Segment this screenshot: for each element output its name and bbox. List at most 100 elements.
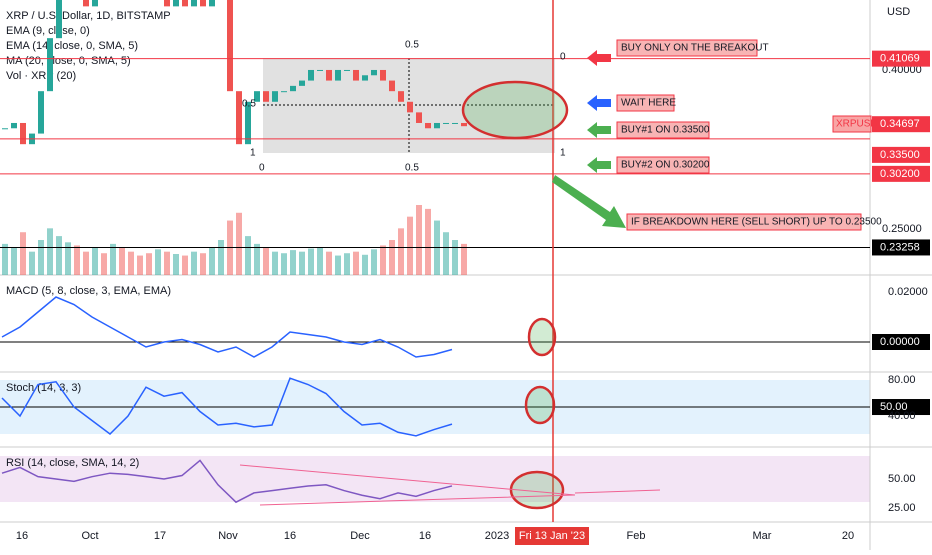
volume-bar <box>137 255 143 275</box>
candle-body <box>245 101 251 145</box>
candle-body <box>164 0 170 7</box>
candle-body <box>308 69 314 81</box>
fib-label: 0.5 <box>242 99 256 110</box>
symbol: XRP / U.S. Dollar, 1D, BITSTAMP <box>6 10 171 22</box>
highlight <box>527 317 557 357</box>
volume-bar <box>335 255 341 275</box>
price-tag-label: 0.23258 <box>880 241 920 253</box>
volume-bar <box>218 240 224 275</box>
y-tick-label: 0.40000 <box>882 64 922 76</box>
x-tick-label: 16 <box>284 530 296 542</box>
candle-body <box>407 101 413 113</box>
price-tag-label: 0.33500 <box>880 149 920 161</box>
candle-body <box>299 80 305 86</box>
candle-body <box>92 0 98 7</box>
tick-box <box>872 334 930 350</box>
volume-bar <box>2 243 8 275</box>
price-tag-label: 0.30200 <box>880 168 920 180</box>
fib-label: 1 <box>250 148 256 159</box>
volume-bar <box>101 253 107 275</box>
volume-bar <box>74 245 80 275</box>
candle-body <box>398 91 404 102</box>
note-arrow <box>587 122 611 138</box>
candle-body <box>182 0 188 7</box>
candle-body <box>380 69 386 81</box>
candle-body <box>317 69 323 71</box>
candle-body <box>452 122 458 124</box>
volume-bar <box>254 243 260 275</box>
volume-bar <box>191 251 197 275</box>
pane-title: RSI (14, close, SMA, 14, 2) <box>6 457 139 469</box>
candle-body <box>2 128 8 130</box>
volume-bar <box>425 208 431 275</box>
note-box <box>616 39 758 57</box>
volume-bar <box>119 247 125 275</box>
volume-bar <box>353 251 359 275</box>
pane-title: MACD (5, 8, close, 3, EMA, EMA) <box>6 285 171 297</box>
x-tick-label: Mar <box>753 530 772 542</box>
indicator-line <box>1 377 453 437</box>
volume-bar <box>398 228 404 275</box>
indicator-label: EMA (9, close, 0) <box>6 25 90 37</box>
price-tag <box>872 239 930 256</box>
candle-body <box>11 122 17 129</box>
indicator-line <box>1 459 453 504</box>
y-tick-label: 0.00000 <box>880 336 920 348</box>
volume-bar <box>11 247 17 275</box>
x-tick-label: 2023 <box>485 530 509 542</box>
volume-bar <box>317 247 323 275</box>
candle-body <box>443 122 449 124</box>
volume-bar <box>200 253 206 275</box>
volume-bar <box>65 242 71 275</box>
x-tick-label: 16 <box>16 530 28 542</box>
volume-bar <box>47 228 53 275</box>
price-tag <box>872 165 930 182</box>
volume-bar <box>236 212 242 275</box>
currency: USD <box>887 6 910 18</box>
candle-body <box>254 91 260 102</box>
candle-body <box>281 91 287 93</box>
price-tag-label: 0.41069 <box>880 53 920 65</box>
volume-bar <box>416 205 422 275</box>
note-arrow <box>587 95 611 111</box>
candle-body <box>353 69 359 81</box>
note-text: BUY#2 ON 0.30200 <box>621 160 710 171</box>
candle-body <box>326 69 332 81</box>
rsi-trend <box>239 464 661 506</box>
indicator-label: MA (20, close, 0, SMA, 5) <box>6 55 131 67</box>
volume-bar <box>29 251 35 275</box>
volume-bar <box>326 251 332 275</box>
x-tick-label: 20 <box>842 530 854 542</box>
volume-bar <box>155 249 161 275</box>
y-tick-label: 0.25000 <box>882 223 922 235</box>
fib-label: 0.5 <box>405 163 419 174</box>
volume-bar <box>173 254 179 275</box>
candle-body <box>173 0 179 7</box>
price-tag <box>872 116 930 133</box>
volume-bar <box>299 251 305 275</box>
volume-bar <box>83 251 89 275</box>
volume-bar <box>110 243 116 275</box>
cursor-date: Fri 13 Jan '23 <box>519 530 585 542</box>
volume-bar <box>389 240 395 275</box>
volume-bar <box>461 243 467 275</box>
fib-label: 0 <box>259 163 265 174</box>
volume-bar <box>272 251 278 275</box>
candle-body <box>38 91 44 134</box>
note-box <box>626 213 862 231</box>
x-tick-label: Oct <box>81 530 98 542</box>
y-tick-label: 80.00 <box>888 374 916 386</box>
volume-bar <box>38 240 44 275</box>
candle-body <box>290 85 296 92</box>
note-arrow <box>587 50 611 66</box>
candle-body <box>425 122 431 129</box>
volume-bar <box>245 236 251 275</box>
volume-bar <box>20 232 26 275</box>
candle-body <box>362 75 368 81</box>
candle-body <box>20 122 26 145</box>
volume-bar <box>92 247 98 275</box>
volume-bar <box>281 253 287 275</box>
volume-bar <box>182 255 188 275</box>
volume-bar <box>362 254 368 275</box>
